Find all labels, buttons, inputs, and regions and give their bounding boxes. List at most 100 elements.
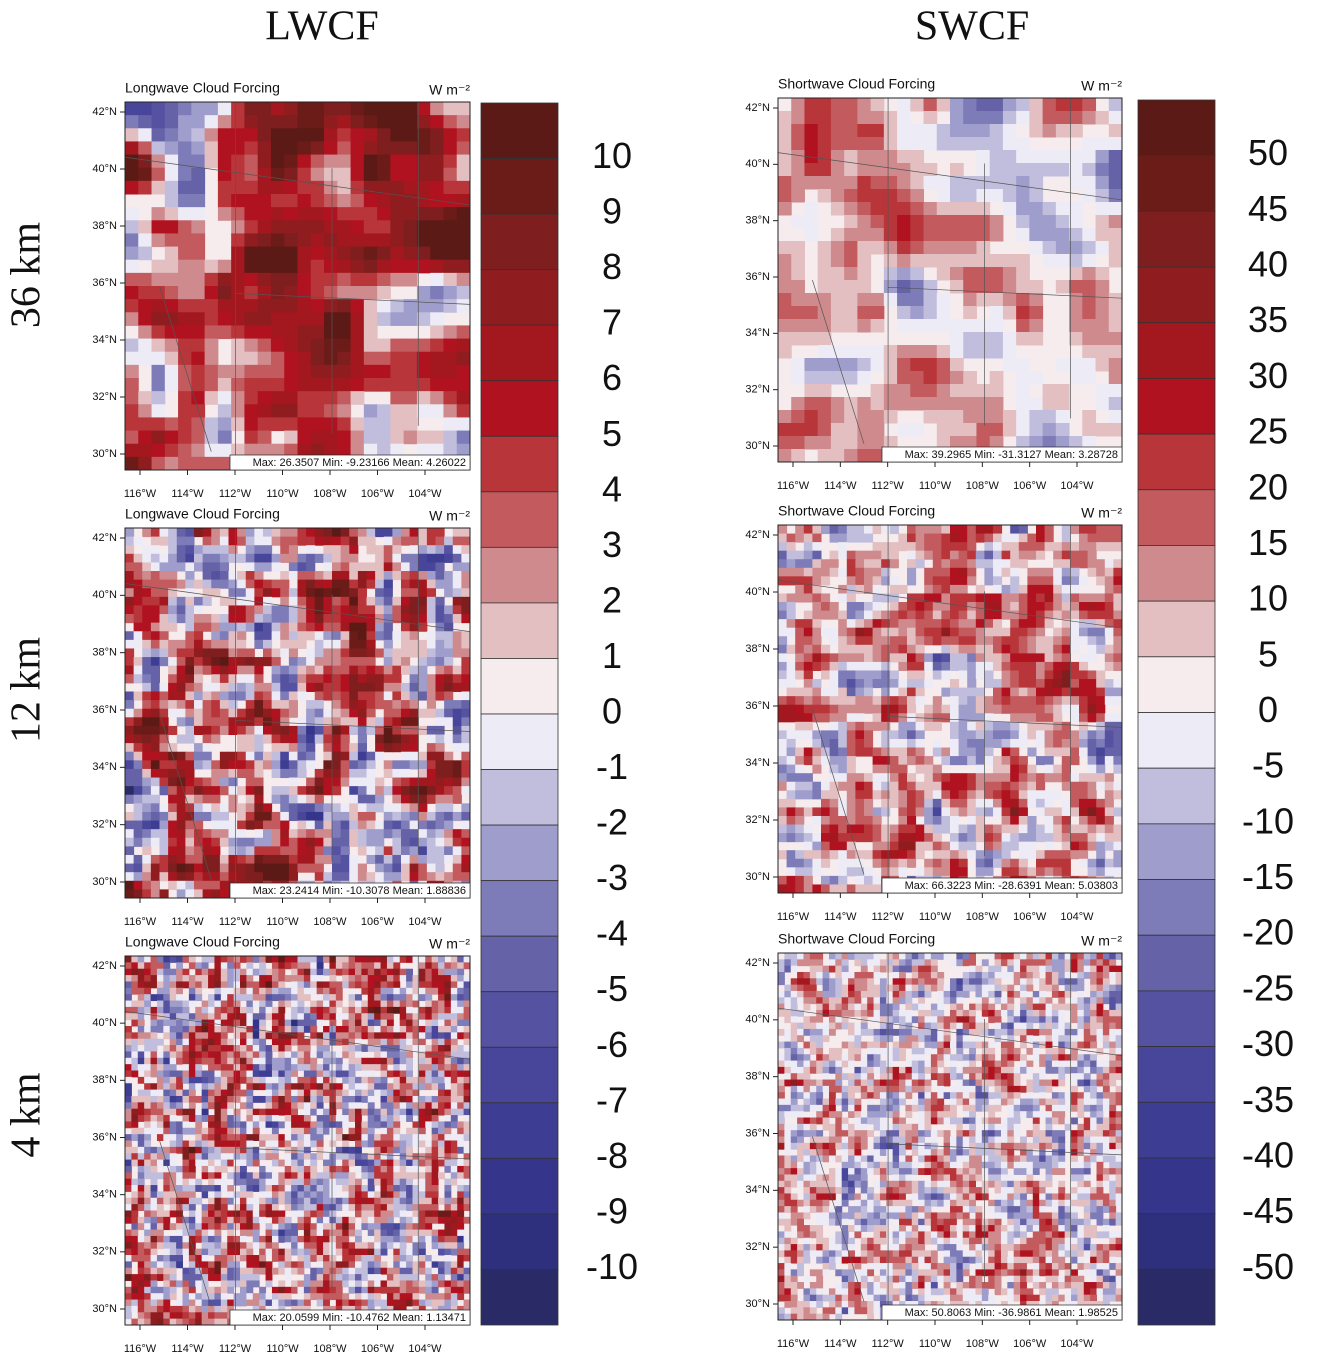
field-cell bbox=[144, 1007, 151, 1014]
field-cell bbox=[151, 1102, 158, 1109]
field-cell bbox=[160, 571, 169, 580]
field-cell bbox=[375, 700, 384, 709]
field-cell bbox=[332, 588, 341, 597]
field-cell bbox=[214, 1274, 221, 1281]
field-cell bbox=[272, 648, 281, 657]
field-cell bbox=[381, 1051, 388, 1058]
field-cell bbox=[436, 872, 445, 881]
field-cell bbox=[381, 1230, 388, 1237]
field-cell bbox=[430, 286, 444, 300]
field-cell bbox=[329, 1242, 336, 1249]
field-cell bbox=[202, 1128, 209, 1135]
field-cell bbox=[368, 1230, 375, 1237]
field-cell bbox=[349, 1185, 356, 1192]
field-cell bbox=[125, 1013, 132, 1020]
field-cell bbox=[387, 1204, 394, 1211]
field-cell bbox=[317, 1020, 324, 1027]
field-cell bbox=[240, 1064, 247, 1071]
field-cell bbox=[278, 1236, 285, 1243]
field-cell bbox=[195, 1179, 202, 1186]
field-cell bbox=[355, 1204, 362, 1211]
field-cell bbox=[178, 457, 192, 471]
field-cell bbox=[461, 528, 470, 537]
field-cell bbox=[240, 1242, 247, 1249]
field-cell bbox=[165, 431, 179, 445]
field-cell bbox=[406, 981, 413, 988]
field-cell bbox=[176, 1026, 183, 1033]
field-cell bbox=[323, 1160, 330, 1167]
field-cell bbox=[191, 457, 205, 471]
field-cell bbox=[311, 378, 325, 392]
field-cell bbox=[195, 1198, 202, 1205]
field-cell bbox=[134, 743, 143, 752]
field-cell bbox=[400, 1274, 407, 1281]
field-cell bbox=[430, 325, 444, 339]
field-cell bbox=[342, 1032, 349, 1039]
field-cell bbox=[253, 1064, 260, 1071]
field-cell bbox=[390, 181, 404, 195]
field-cell bbox=[285, 1198, 292, 1205]
field-cell bbox=[358, 743, 367, 752]
field-cell bbox=[457, 404, 471, 418]
field-cell bbox=[291, 969, 298, 976]
field-cell bbox=[304, 1185, 311, 1192]
field-cell bbox=[451, 969, 458, 976]
field-cell bbox=[289, 597, 298, 606]
colorbar-box bbox=[481, 325, 558, 381]
field-cell bbox=[400, 1280, 407, 1287]
field-cell bbox=[430, 378, 444, 392]
field-cell bbox=[337, 102, 351, 116]
field-cell bbox=[142, 855, 151, 864]
field-cell bbox=[400, 1204, 407, 1211]
field-cell bbox=[220, 631, 229, 640]
field-cell bbox=[404, 155, 418, 169]
field-cell bbox=[163, 1147, 170, 1154]
field-cell bbox=[284, 247, 298, 261]
field-cell bbox=[361, 1223, 368, 1230]
field-cell bbox=[384, 528, 393, 537]
field-cell bbox=[298, 194, 312, 208]
field-cell bbox=[461, 580, 470, 589]
field-cell bbox=[324, 378, 338, 392]
field-cell bbox=[203, 829, 212, 838]
field-cell bbox=[453, 717, 462, 726]
field-cell bbox=[125, 881, 134, 890]
colorbar-box bbox=[481, 547, 558, 603]
field-cell bbox=[229, 829, 238, 838]
field-cell bbox=[259, 1083, 266, 1090]
field-cell bbox=[253, 1109, 260, 1116]
field-cell bbox=[202, 1172, 209, 1179]
field-cell bbox=[138, 220, 152, 234]
field-cell bbox=[278, 981, 285, 988]
field-cell bbox=[406, 1274, 413, 1281]
field-cell bbox=[229, 554, 238, 563]
field-cell bbox=[237, 597, 246, 606]
field-cell bbox=[240, 1280, 247, 1287]
field-cell bbox=[317, 1001, 324, 1008]
field-cell bbox=[432, 962, 439, 969]
field-cell bbox=[419, 1210, 426, 1217]
field-cell bbox=[227, 1134, 234, 1141]
field-cell bbox=[189, 1204, 196, 1211]
panel-stats: Max: 26.3507 Min: -9.23166 Mean: 4.26022 bbox=[253, 457, 466, 469]
field-cell bbox=[298, 846, 307, 855]
field-cell bbox=[211, 580, 220, 589]
field-cell bbox=[406, 975, 413, 982]
field-cell bbox=[259, 1020, 266, 1027]
field-cell bbox=[278, 1026, 285, 1033]
field-cell bbox=[278, 1160, 285, 1167]
field-cell bbox=[298, 115, 312, 129]
field-cell bbox=[368, 1115, 375, 1122]
field-cell bbox=[324, 404, 338, 418]
field-cell bbox=[125, 864, 134, 873]
field-cell bbox=[381, 988, 388, 995]
field-cell bbox=[177, 872, 186, 881]
field-cell bbox=[194, 889, 203, 898]
field-cell bbox=[254, 778, 263, 787]
field-cell bbox=[266, 981, 273, 988]
field-cell bbox=[280, 597, 289, 606]
field-cell bbox=[381, 962, 388, 969]
field-cell bbox=[271, 115, 285, 129]
field-cell bbox=[231, 286, 245, 300]
field-cell bbox=[400, 1166, 407, 1173]
